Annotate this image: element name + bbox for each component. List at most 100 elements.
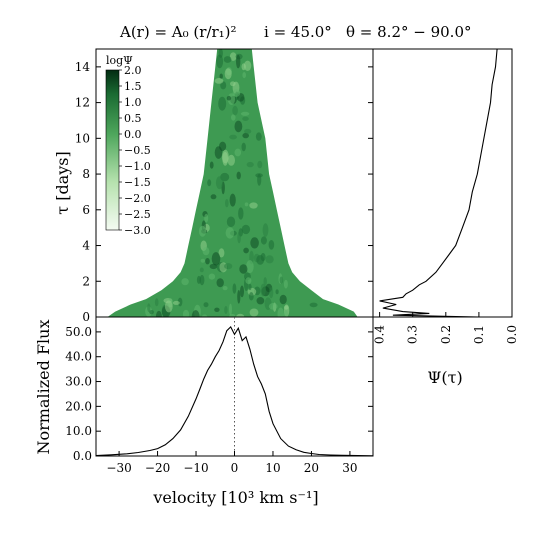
bottom-x-ticks: −30 −20 −10 0 10 20 30 (106, 451, 358, 475)
heatmap-cell (268, 240, 275, 250)
heatmap-cell (200, 258, 205, 263)
bottom-x-tick-label: −30 (106, 461, 131, 475)
heatmap-cell (242, 132, 249, 139)
heatmap-cell (172, 300, 180, 305)
title-inclination: i = 45.0° (264, 23, 332, 41)
heatmap-cell (202, 247, 210, 256)
heatmap-cell (239, 264, 248, 274)
heatmap-cell (277, 307, 284, 317)
heatmap-cell (181, 278, 189, 286)
colorbar-ticks: 2.0 1.5 1.0 0.5 0.0 −0.5 −1.0 −1.5 −2.0 −2.5 −3.0 (119, 64, 151, 237)
heatmap-cell (238, 207, 244, 220)
heatmap-cell (260, 236, 267, 245)
heatmap-cell (232, 89, 241, 97)
heatmap-cell (147, 303, 151, 312)
heatmap-cell (225, 227, 235, 239)
heatmap-cell (229, 52, 237, 61)
bottom-x-tick-label: −10 (183, 461, 208, 475)
heatmap-structure (145, 49, 318, 317)
bottom-x-tick-label: 0 (231, 461, 239, 475)
heatmap-cell (182, 309, 190, 317)
heatmap-cell (229, 134, 237, 140)
bottom-x-tick-label: −20 (145, 461, 170, 475)
heatmap-cell (249, 308, 259, 317)
delay-response-curve (379, 48, 498, 318)
heatmap-cell (209, 161, 214, 169)
heatmap-cell (242, 72, 246, 79)
heatmap-cell (243, 60, 252, 71)
heatmap-cell (236, 54, 241, 69)
heatmap-cell (210, 194, 217, 200)
heatmap-cell (234, 120, 243, 133)
heatmap-cell (244, 202, 249, 207)
heatmap-cell (260, 283, 266, 297)
transfer-function-panel: 0 2 4 6 8 10 12 14 τ [days] logΨ 2.0 1.5 1.0 0.5 0.… (53, 48, 374, 324)
heatmap-cell (227, 154, 235, 166)
bottom-y-tick-label: 40.0 (65, 350, 92, 364)
figure-title: A(r) = A₀ (r/r₁)² i = 45.0° θ = 8.2° − 9… (119, 23, 472, 41)
heatmap-cell (249, 202, 258, 209)
heatmap-cell (248, 283, 252, 291)
colorbar-tick-label: 1.0 (124, 96, 142, 109)
heatmap-envelope (107, 49, 358, 317)
main-y-tick-label: 4 (82, 239, 90, 253)
heatmap-cell (154, 298, 159, 307)
colorbar-tick-label: −2.0 (124, 192, 151, 205)
heatmap-cell (230, 81, 236, 87)
heatmap-cell (240, 285, 244, 298)
heatmap-cell (203, 302, 209, 308)
heatmap-cell (255, 132, 262, 141)
main-y-tick-label: 8 (82, 167, 90, 181)
delay-response-panel: 0.4 0.3 0.2 0.1 0.0 Ψ(τ) (372, 48, 519, 387)
bottom-y-tick-label: 30.0 (65, 375, 92, 389)
main-y-tick-label: 2 (82, 274, 90, 288)
bottom-x-tick-label: 20 (304, 461, 319, 475)
heatmap-cell (224, 306, 228, 314)
right-x-tick-label: 0.0 (505, 325, 519, 344)
heatmap-cell (283, 310, 288, 317)
heatmap-cell (245, 277, 252, 284)
heatmap-cell (241, 63, 246, 71)
colorbar-gradient (105, 69, 120, 231)
bottom-y-label: Normalized Flux (34, 320, 53, 455)
heatmap-cell (229, 314, 236, 317)
heatmap-cell (279, 276, 284, 284)
heatmap-cell (248, 292, 254, 301)
heatmap-cell (220, 81, 227, 90)
heatmap-cell (207, 179, 212, 187)
heatmap-cell (229, 303, 232, 316)
heatmap-cell (222, 152, 229, 166)
heatmap-cell (222, 286, 228, 291)
heatmap-cell (255, 173, 263, 178)
heatmap-cell (241, 224, 251, 235)
main-y-label: τ [days] (53, 151, 72, 214)
heatmap-cell (204, 213, 209, 223)
heatmap-cell (219, 73, 223, 79)
heatmap-cell (216, 278, 224, 288)
heatmap-cell (164, 300, 173, 313)
main-y-tick-label: 6 (82, 203, 90, 217)
right-x-tick-label: 0.2 (439, 325, 453, 344)
bottom-x-label: velocity [10³ km s⁻¹] (152, 488, 318, 507)
colorbar-tick-label: −3.0 (124, 224, 151, 237)
heatmap-cell (250, 237, 259, 249)
heatmap-cell (256, 255, 265, 265)
heatmap-cell (225, 199, 229, 208)
heatmap-cell (215, 176, 224, 190)
heatmap-cell (199, 274, 205, 286)
heatmap-cell (265, 255, 274, 264)
right-x-tick-label: 0.3 (406, 325, 420, 344)
heatmap-cell (205, 258, 210, 265)
heatmap-cell (198, 225, 207, 237)
heatmap-cell (231, 114, 236, 121)
right-x-label: Ψ(τ) (427, 368, 462, 387)
heatmap-cell (155, 310, 162, 317)
heatmap-cell (232, 283, 237, 294)
colorbar-tick-label: 2.0 (124, 64, 142, 77)
colorbar-tick-label: 0.0 (124, 128, 142, 141)
bottom-y-tick-label: 20.0 (65, 399, 92, 413)
heatmap-cell (237, 231, 241, 244)
heatmap-cell (263, 277, 267, 287)
colorbar-tick-label: −1.5 (124, 176, 151, 189)
colorbar-tick-label: −0.5 (124, 144, 151, 157)
